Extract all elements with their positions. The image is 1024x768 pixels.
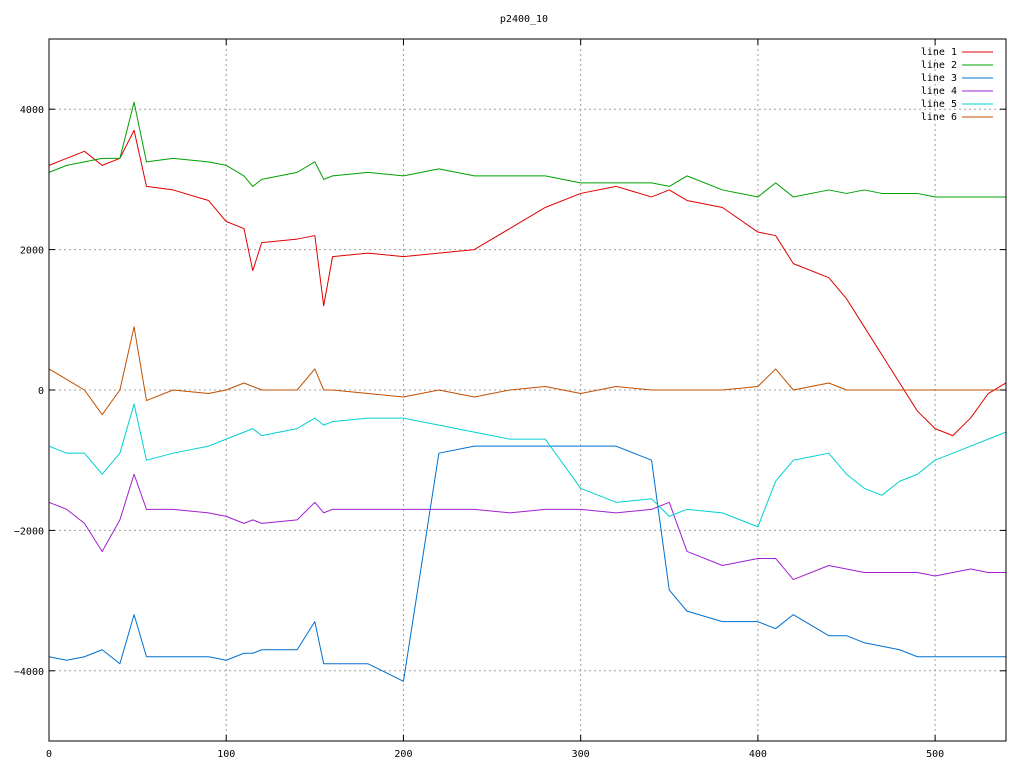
- legend-label: line 4: [921, 86, 957, 97]
- x-tick-label: 300: [572, 749, 590, 760]
- y-tick-label: −2000: [14, 526, 44, 537]
- legend-label: line 5: [921, 99, 957, 110]
- legend-label: line 2: [921, 60, 957, 71]
- series-line-line-2: [48, 101, 1006, 198]
- y-tick-label: 0: [38, 386, 44, 397]
- series-lines: [48, 101, 1007, 682]
- series-line-line-3: [48, 445, 1006, 682]
- y-tick-label: −4000: [14, 667, 44, 678]
- x-tick-label: 0: [46, 749, 52, 760]
- y-tick-label: 4000: [20, 105, 44, 116]
- chart-title: p2400_10: [500, 14, 548, 25]
- x-tick-label: 500: [926, 749, 944, 760]
- series-line-line-5: [48, 403, 1007, 528]
- legend: line 1 line 2 line 3 line 4 line 5 line 6: [921, 47, 993, 123]
- legend-label: line 1: [921, 47, 957, 58]
- series-line-line-4: [48, 473, 1006, 581]
- legend-label: line 6: [921, 112, 957, 123]
- x-tick-label: 400: [749, 749, 767, 760]
- x-tick-label: 100: [217, 749, 235, 760]
- series-line-line-1: [48, 129, 1007, 437]
- x-tick-label: 200: [394, 749, 412, 760]
- y-tick-label: 2000: [20, 246, 44, 257]
- series-line-line-6: [48, 326, 1006, 416]
- legend-label: line 3: [921, 73, 957, 84]
- tick-marks: 0 100 200 300 400 500 −4000 −2000 0 2000 4000: [14, 39, 1006, 760]
